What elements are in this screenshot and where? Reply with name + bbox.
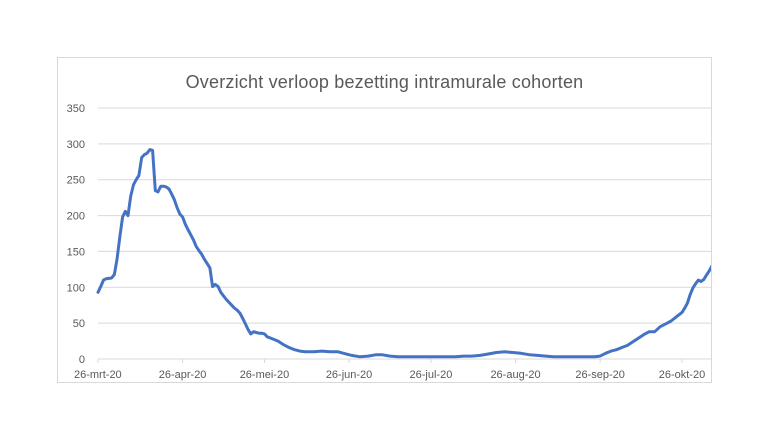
chart-title: Overzicht verloop bezetting intramurale … bbox=[185, 72, 584, 92]
x-axis-tick-label: 26-mei-20 bbox=[240, 369, 290, 381]
y-axis-tick-label: 350 bbox=[67, 103, 85, 115]
x-axis-tick-label: 26-okt-20 bbox=[659, 369, 705, 381]
y-axis-tick-label: 300 bbox=[67, 139, 85, 151]
x-axis-tick-label: 26-sep-20 bbox=[575, 369, 625, 381]
chart-container: 0 50 100 150 200 250 300 350 26-mrt-20 26-apr-20 2… bbox=[57, 57, 712, 383]
y-axis-tick-label: 200 bbox=[67, 211, 85, 223]
x-axis-tick-label: 26-apr-20 bbox=[159, 369, 207, 381]
x-axis-tick-label: 26-jul-20 bbox=[410, 369, 453, 381]
x-axis-tick-label: 26-aug-20 bbox=[490, 369, 540, 381]
line-chart-plot: 0 50 100 150 200 250 300 350 26-mrt-20 26-apr-20 2… bbox=[67, 103, 711, 381]
y-axis-tick-label: 0 bbox=[79, 354, 85, 366]
x-axis-tick-label: 26-jun-20 bbox=[326, 369, 372, 381]
y-axis-tick-label: 100 bbox=[67, 282, 85, 294]
y-axis-tick-label: 250 bbox=[67, 175, 85, 187]
y-axis-tick-label: 150 bbox=[67, 246, 85, 258]
x-axis-tick-label: 26-mrt-20 bbox=[74, 369, 122, 381]
series-line bbox=[96, 148, 711, 359]
y-axis-tick-label: 50 bbox=[73, 318, 85, 330]
